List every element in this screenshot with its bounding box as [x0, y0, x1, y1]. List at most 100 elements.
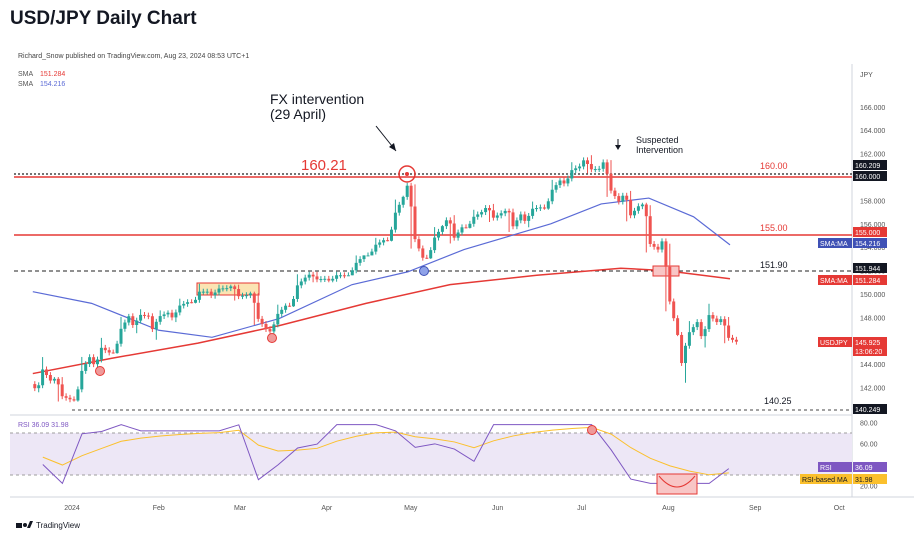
candle-body: [691, 327, 695, 333]
candle-body: [680, 334, 684, 364]
time-axis: 2024 Feb Mar Apr May Jun Jul Aug Sep Oct: [64, 505, 844, 512]
tag-rsi-ma-label-bg: [800, 474, 852, 484]
rsi-oversold-curve: [658, 475, 696, 488]
suspected-arrowhead: [615, 145, 621, 150]
price-tick-label: 142.000: [860, 386, 885, 393]
candle-body: [707, 315, 711, 330]
candle-body: [515, 220, 519, 227]
candle-body: [378, 242, 382, 245]
candles: [33, 155, 738, 403]
sma-blue-line: [32, 197, 731, 338]
candle-body: [488, 208, 491, 211]
time-tick-label: Apr: [321, 505, 333, 512]
rsi-band: [10, 433, 852, 475]
candle-body: [731, 337, 734, 340]
candle-body: [484, 208, 488, 213]
rsi-oversold-box: [656, 473, 698, 495]
tag-rsi-ma-value-bg: [853, 474, 887, 484]
candle-body: [538, 207, 542, 209]
candle-body: [107, 350, 111, 353]
price-tick-label: 158.000: [860, 198, 885, 205]
candle-body: [80, 370, 84, 390]
candle-body: [672, 301, 676, 319]
candle-body: [339, 275, 342, 277]
candle-body: [613, 190, 617, 197]
candle-body: [382, 240, 386, 243]
tag-last-price: 145.925: [855, 340, 880, 347]
candle-body: [523, 214, 527, 221]
price-tick-label: 166.000: [860, 105, 885, 112]
tag-rsi-value: 36.09: [855, 465, 873, 472]
candle-body: [127, 316, 131, 323]
candle-body: [476, 214, 480, 217]
fx-intervention-label: FX intervention: [270, 91, 364, 107]
time-tick-label: Jun: [492, 505, 503, 512]
level-label-151-90: 151.90: [760, 260, 788, 270]
candle-body: [319, 279, 323, 281]
candle-body: [397, 204, 401, 213]
candle-body: [617, 196, 621, 202]
candle-body: [237, 289, 241, 297]
candle-body: [350, 270, 354, 276]
tag-sma-blue-value-bg: [853, 238, 887, 248]
candle-body: [652, 243, 656, 247]
tag-countdown-bg: [853, 346, 887, 356]
candle-body: [374, 244, 378, 252]
candle-body: [272, 324, 276, 332]
tag-last-price-bg: [853, 337, 887, 347]
candle-body: [648, 216, 652, 244]
candle-body: [566, 178, 570, 184]
candle-body: [656, 246, 660, 250]
legend-sma2-label: SMA: [18, 81, 34, 88]
candle-body: [280, 309, 284, 314]
candle-body: [366, 255, 370, 257]
candle-body: [174, 312, 178, 318]
candle-body: [131, 316, 135, 326]
candle-body: [331, 278, 335, 281]
candle-body: [684, 345, 687, 364]
candle-body: [197, 291, 201, 300]
candle-body: [123, 322, 127, 329]
tag-rsi-value-bg: [853, 462, 887, 472]
tradingview-logo: [16, 521, 33, 528]
candle-body: [703, 329, 707, 337]
candle-body: [111, 352, 115, 354]
candle-body: [190, 302, 194, 304]
tag-160209: 160.209: [855, 163, 880, 170]
candle-body: [299, 281, 303, 286]
candle-body: [64, 396, 68, 398]
candle-body: [276, 313, 280, 325]
candle-body: [503, 210, 507, 214]
candle-body: [150, 316, 154, 330]
time-tick-label: Aug: [662, 505, 675, 512]
candle-body: [460, 227, 464, 233]
rsi-tick-label: 20.00: [860, 484, 878, 491]
tag-151944-bg: [853, 263, 887, 273]
tag-rsi-ma-value: 31.98: [855, 477, 873, 484]
candle-body: [201, 291, 205, 293]
tag-140249: 140.249: [855, 407, 880, 414]
level-label-140-25: 140.25: [764, 396, 792, 406]
candle-body: [143, 314, 146, 316]
tag-155000: 155.000: [855, 230, 880, 237]
candle-body: [166, 312, 170, 315]
page-title: USD/JPY Daily Chart: [10, 8, 197, 29]
candle-body: [260, 318, 264, 324]
candle-body: [84, 364, 88, 371]
tag-symbol: USDJPY: [820, 340, 848, 347]
candle-body: [56, 378, 60, 385]
legend-sma2-value: 154.216: [40, 81, 65, 88]
tag-symbol-bg: [818, 337, 852, 347]
tag-sma-blue-label-bg: [818, 238, 852, 248]
candle-body: [41, 369, 45, 386]
candle-body: [550, 189, 554, 202]
candle-body: [154, 321, 158, 330]
candle-body: [562, 180, 566, 184]
price-tick-label: 156.000: [860, 222, 885, 229]
candle-body: [546, 201, 550, 209]
candle-body: [633, 210, 636, 216]
tag-sma-red-label-bg: [818, 275, 852, 285]
candle-body: [311, 274, 315, 277]
level-label-160: 160.00: [760, 161, 788, 171]
